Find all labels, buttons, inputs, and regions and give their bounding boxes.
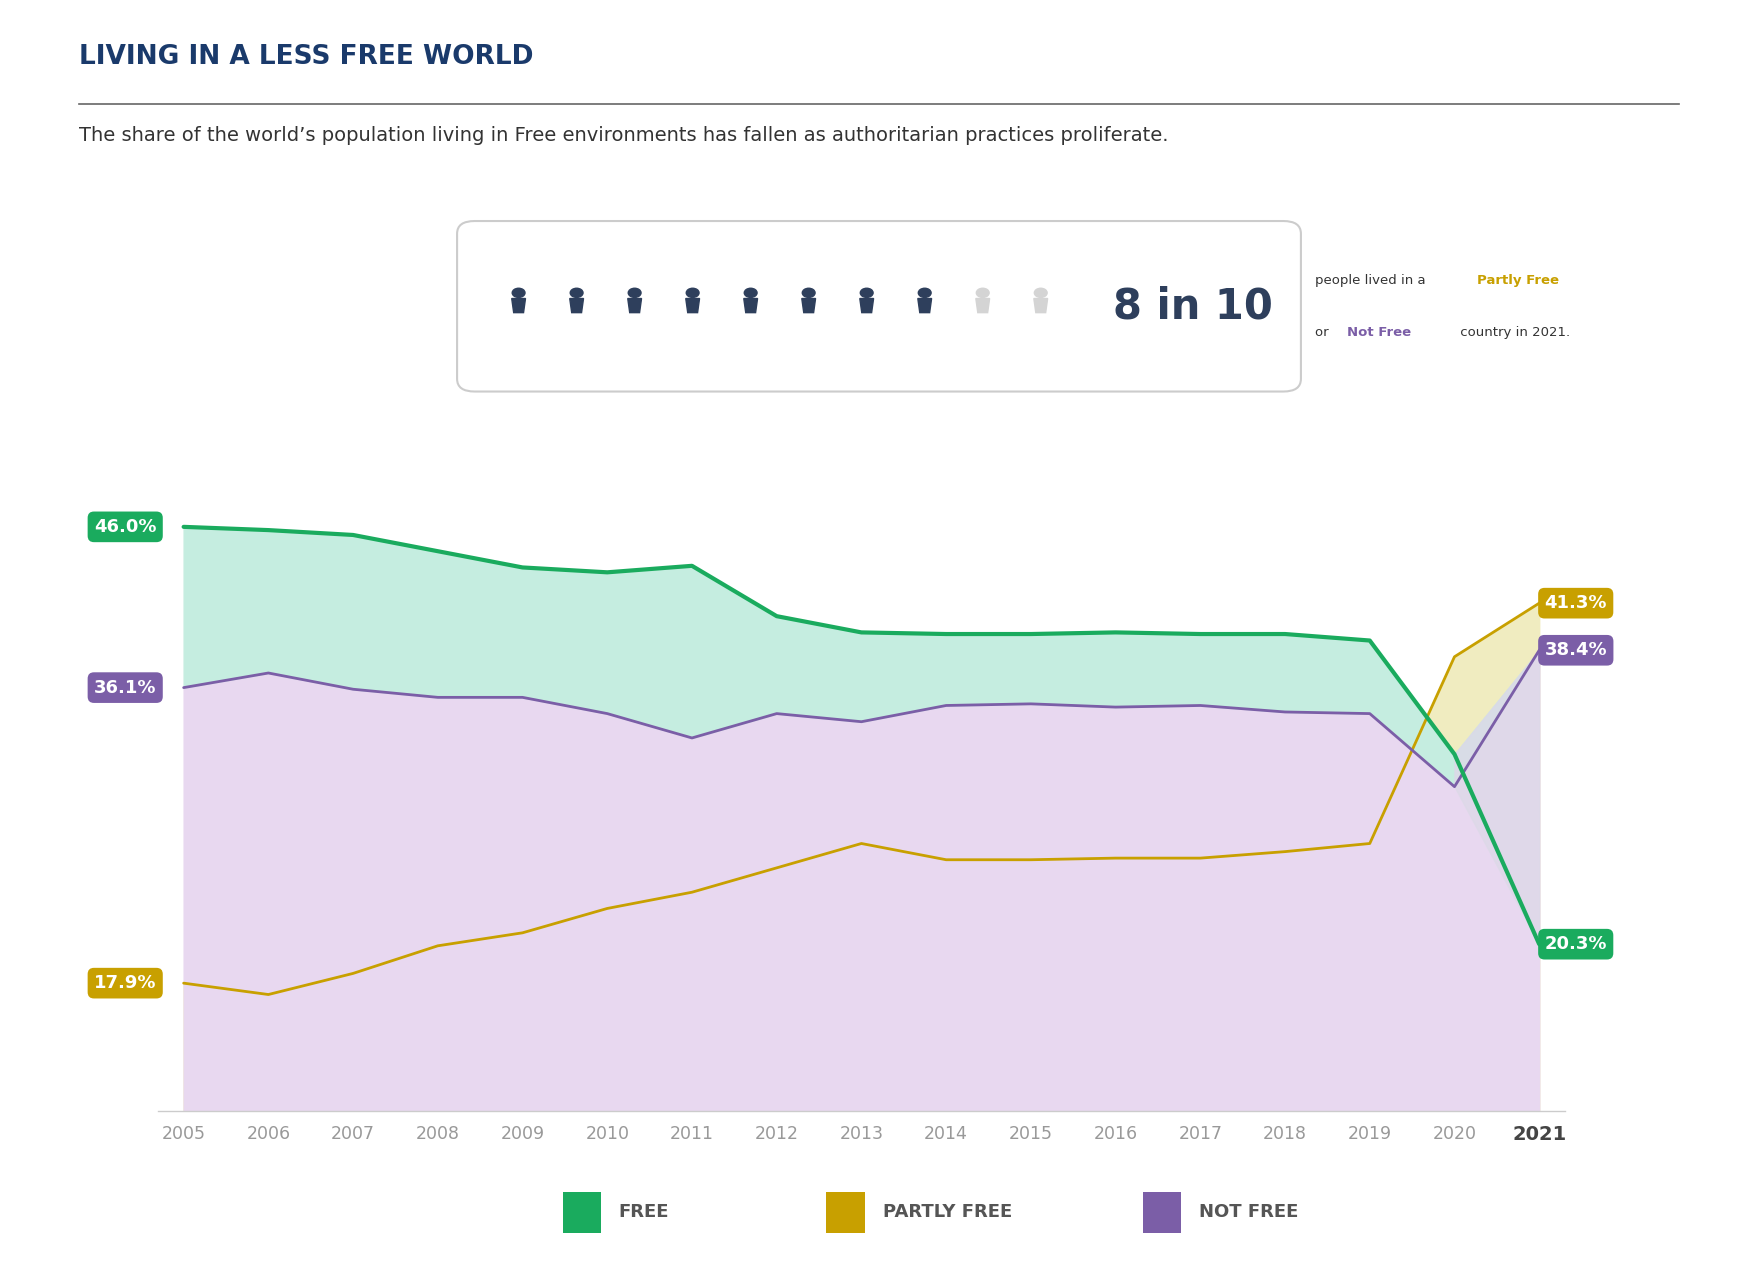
Text: 46.0%: 46.0% xyxy=(93,518,156,536)
Text: 38.4%: 38.4% xyxy=(1544,642,1606,659)
Text: Partly Free: Partly Free xyxy=(1476,274,1558,287)
Text: FREE: FREE xyxy=(618,1204,669,1221)
Text: LIVING IN A LESS FREE WORLD: LIVING IN A LESS FREE WORLD xyxy=(79,44,534,71)
Text: 36.1%: 36.1% xyxy=(93,678,156,697)
Text: NOT FREE: NOT FREE xyxy=(1198,1204,1298,1221)
Text: or: or xyxy=(1314,326,1332,338)
Text: Not Free: Not Free xyxy=(1346,326,1409,338)
Text: PARTLY FREE: PARTLY FREE xyxy=(882,1204,1012,1221)
Text: 20.3%: 20.3% xyxy=(1544,935,1606,954)
Text: 41.3%: 41.3% xyxy=(1544,594,1606,613)
Text: 17.9%: 17.9% xyxy=(93,974,156,993)
Text: people lived in a: people lived in a xyxy=(1314,274,1428,287)
Text: 8 in 10: 8 in 10 xyxy=(1112,285,1272,327)
Text: country in 2021.: country in 2021. xyxy=(1455,326,1569,338)
Text: The share of the world’s population living in Free environments has fallen as au: The share of the world’s population livi… xyxy=(79,126,1168,145)
